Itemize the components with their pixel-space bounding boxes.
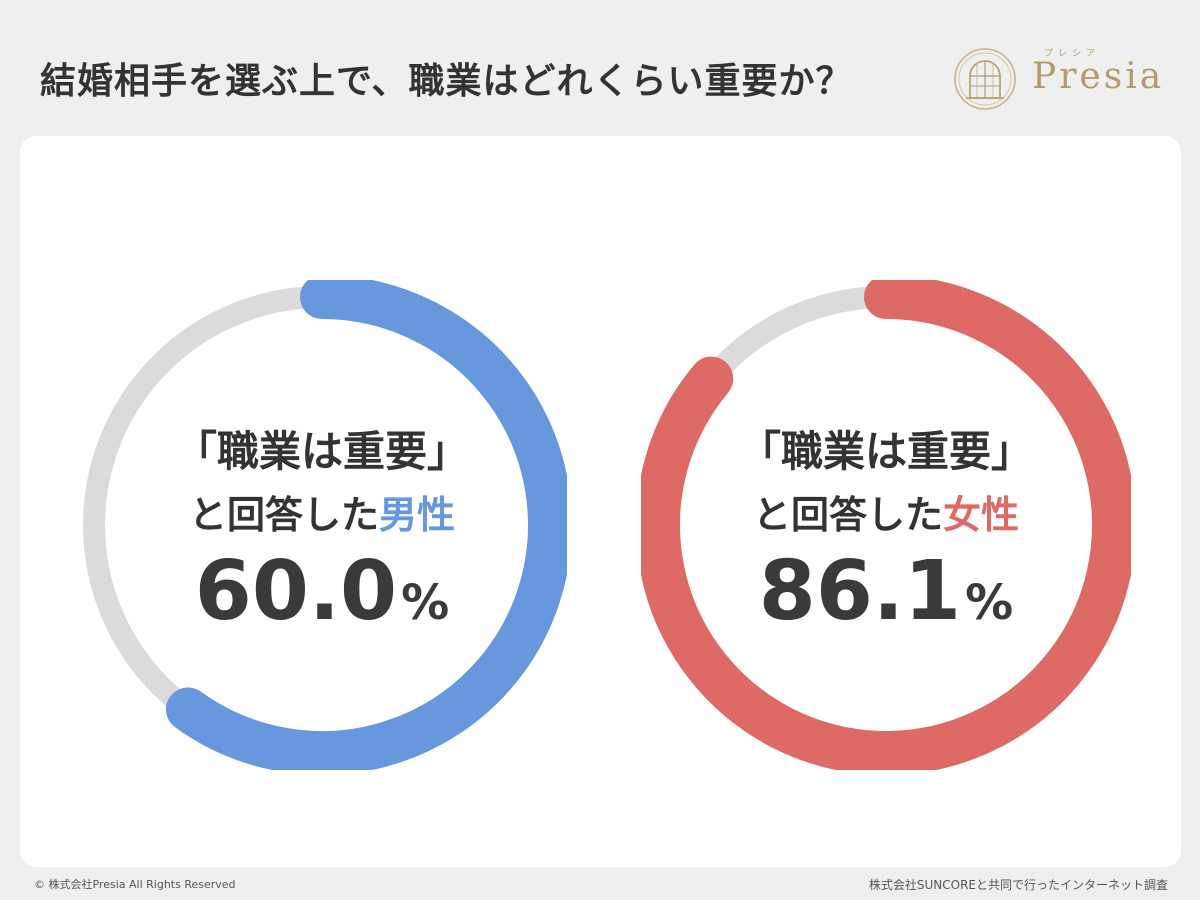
donut-value-female: 86.1% [641,544,1131,639]
logo-kana: プレシア [1044,49,1101,59]
sublabel-highlight-male: 男性 [379,493,456,537]
value-unit-female: % [965,575,1014,631]
window-arch-icon [954,48,1016,110]
donut-value-male: 60.0% [77,544,567,639]
donut-sublabel-female: と回答した女性 [641,484,1131,539]
logo-wordmark: Presia [1032,56,1165,97]
presia-logo: プレシア Presia [952,44,1182,114]
donut-sublabel-male: と回答した男性 [77,484,567,539]
donut-label-female: 「職業は重要」 [738,427,1033,476]
chart-card: 「職業は重要」 と回答した男性 60.0% 「職業は重要」 と回答した女性 86… [20,136,1181,867]
donut-svg-male [83,280,567,770]
sublabel-highlight-female: 女性 [943,493,1020,537]
donut-svg-female [641,280,1131,770]
donut-label-male: 「職業は重要」 [174,427,469,476]
donut-arc-female [641,280,1131,770]
value-number-male: 60.0 [194,544,398,639]
donut-chart-male: 「職業は重要」 と回答した男性 60.0% [77,280,567,770]
sublabel-prefix-male: と回答した [188,493,379,537]
value-number-female: 86.1 [758,544,962,639]
value-unit-male: % [401,575,450,631]
donut-chart-female: 「職業は重要」 と回答した女性 86.1% [641,280,1131,770]
sublabel-prefix-female: と回答した [752,493,943,537]
survey-source-text: 株式会社SUNCOREと共同で行ったインターネット調査 [868,878,1168,892]
page-title: 結婚相手を選ぶ上で、職業はどれくらい重要か？ [40,61,853,102]
copyright-text: © 株式会社Presia All Rights Reserved [34,878,236,891]
donut-arc-male [165,280,567,770]
